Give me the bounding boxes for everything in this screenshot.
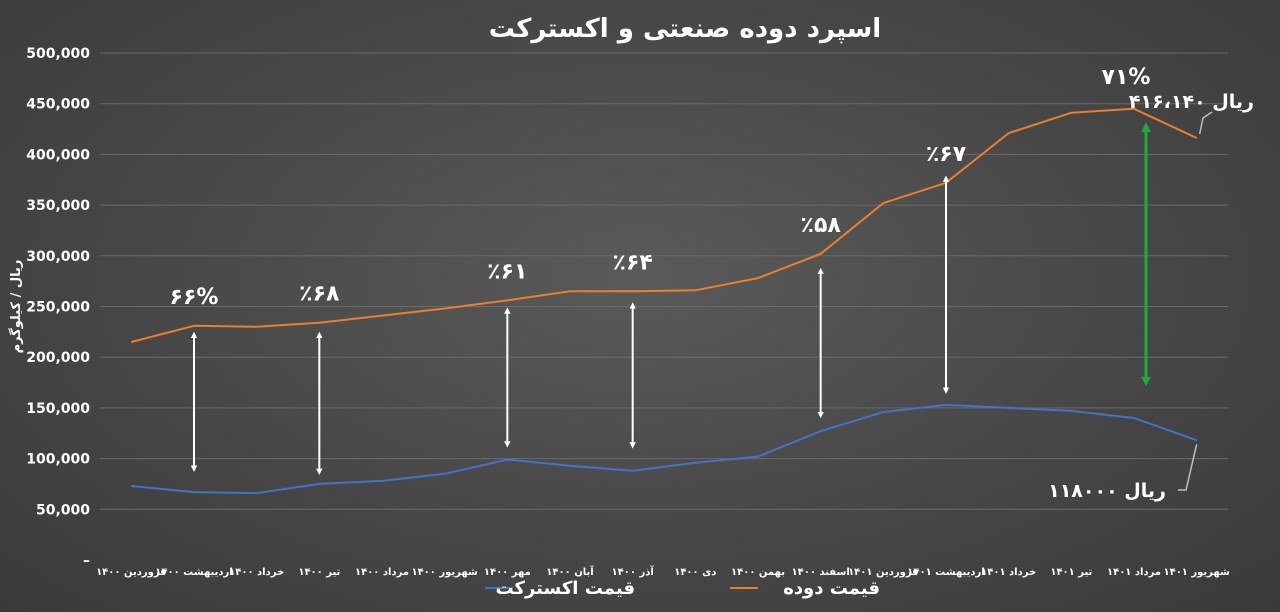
callout-leader (1198, 111, 1213, 135)
series-line-carbon-black (131, 107, 1198, 343)
gridlines (100, 52, 1228, 510)
x-tick-label: آبان ۱۴۰۰ (546, 565, 594, 578)
callout-leader (1178, 444, 1198, 491)
legend: قیمت دوده قیمت اکسترکت (485, 578, 880, 599)
y-tick-label: 50,000 (36, 502, 90, 518)
legend-label: قیمت دوده (783, 578, 880, 599)
x-tick-label: تیر ۱۴۰۱ (1050, 567, 1092, 578)
x-tick-label: مهر ۱۴۰۰ (484, 567, 531, 578)
x-tick-label: دی ۱۴۰۰ (674, 567, 716, 578)
y-axis-ticks: – 50,000 100,000 150,000 200,000 250,000 300,0… (26, 46, 90, 569)
y-tick-label: 150,000 (26, 401, 90, 417)
value-callouts: ریال ۴۱۶،۱۴۰ ریال ۱۱۸۰۰۰ (1048, 91, 1254, 502)
x-tick-label: فروردین ۱۴۰۱ (848, 567, 919, 578)
x-tick-label: تیر ۱۴۰۰ (298, 567, 340, 578)
x-tick-label: خرداد ۱۴۰۰ (229, 567, 284, 578)
y-tick-label: – (83, 553, 90, 569)
x-tick-label: مرداد ۱۴۰۱ (1107, 567, 1161, 578)
x-tick-label: اردیبهشت ۱۴۰۰ (155, 567, 232, 578)
spread-percent-label: ۷۱% (1102, 65, 1151, 90)
y-tick-label: 400,000 (26, 147, 90, 163)
x-tick-label: شهریور ۱۴۰۰ (411, 567, 478, 578)
x-tick-label: اسفند ۱۴۰۰ (792, 567, 850, 578)
spread-percent-label: ۶۶% (170, 285, 219, 310)
series-lines (131, 107, 1198, 495)
y-tick-label: 500,000 (26, 46, 90, 62)
callout-extract: ریال ۱۱۸۰۰۰ (1048, 480, 1166, 502)
series-line-extract (131, 403, 1198, 495)
spread-percent-label: ٪۶۸ (299, 282, 340, 307)
x-tick-label: مرداد ۱۴۰۰ (355, 567, 409, 578)
x-tick-label: اردیبهشت ۱۴۰۱ (907, 567, 984, 578)
spread-percent-label: ٪۶۷ (926, 142, 967, 167)
y-tick-label: 350,000 (26, 198, 90, 214)
x-tick-label: خرداد ۱۴۰۱ (981, 567, 1036, 578)
chart-title: اسپرد دوده صنعتی و اکسترکت (489, 14, 881, 44)
y-tick-label: 200,000 (26, 350, 90, 366)
x-tick-label: آذر ۱۴۰۰ (612, 565, 655, 578)
spread-annotations: ۶۶% ٪۶۸ ٪۶۱ ٪۶۴ ٪۵۸ ٪۶۷ ۷۱% (170, 65, 1151, 475)
spread-percent-label: ٪۶۱ (487, 259, 527, 284)
spread-percent-label: ٪۵۸ (801, 213, 842, 238)
y-tick-label: 250,000 (26, 300, 90, 316)
legend-label: قیمت اکسترکت (495, 578, 635, 599)
y-tick-label: 100,000 (26, 452, 90, 468)
x-tick-label: فروردین ۱۴۰۰ (96, 567, 167, 578)
y-tick-label: 450,000 (26, 97, 90, 113)
y-tick-label: 300,000 (26, 249, 90, 265)
x-tick-label: شهریور ۱۴۰۱ (1163, 567, 1230, 578)
x-tick-label: بهمن ۱۴۰۰ (731, 567, 785, 578)
y-axis-label: ریال / کیلوگرم (8, 260, 24, 354)
callout-carbon-black: ریال ۴۱۶،۱۴۰ (1129, 91, 1254, 113)
spread-percent-label: ٪۶۴ (613, 250, 653, 275)
